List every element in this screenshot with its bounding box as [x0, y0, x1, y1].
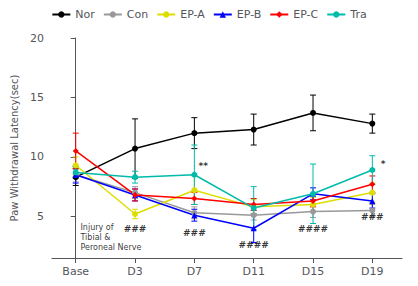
svg-text:EP-A: EP-A: [180, 8, 205, 21]
svg-text:###: ###: [183, 228, 206, 238]
svg-text:D3: D3: [127, 265, 142, 278]
svg-text:Peroneal Nerve: Peroneal Nerve: [80, 243, 141, 252]
svg-text:**: **: [199, 161, 209, 171]
svg-text:*: *: [381, 159, 386, 169]
svg-text:###: ###: [361, 212, 384, 222]
svg-text:D7: D7: [187, 265, 202, 278]
svg-text:Injury of: Injury of: [80, 223, 113, 232]
svg-text:5: 5: [37, 210, 44, 223]
svg-text:###: ###: [124, 224, 147, 234]
svg-text:Tibial &: Tibial &: [79, 233, 110, 242]
svg-text:Base: Base: [62, 265, 89, 278]
svg-text:D11: D11: [242, 265, 264, 278]
svg-text:Nor: Nor: [75, 8, 95, 21]
svg-text:Con: Con: [127, 8, 148, 21]
svg-text:EP-C: EP-C: [293, 8, 318, 21]
svg-text:10: 10: [30, 150, 44, 163]
svg-text:####: ####: [298, 224, 328, 234]
svg-text:20: 20: [30, 32, 44, 45]
svg-text:D19: D19: [361, 265, 383, 278]
svg-text:EP-B: EP-B: [237, 8, 261, 21]
svg-text:15: 15: [30, 91, 44, 104]
svg-text:####: ####: [239, 240, 269, 250]
svg-text:Paw Withdrawal Latency(sec): Paw Withdrawal Latency(sec): [9, 74, 20, 221]
svg-text:Tra: Tra: [349, 8, 366, 21]
svg-text:D15: D15: [302, 265, 324, 278]
